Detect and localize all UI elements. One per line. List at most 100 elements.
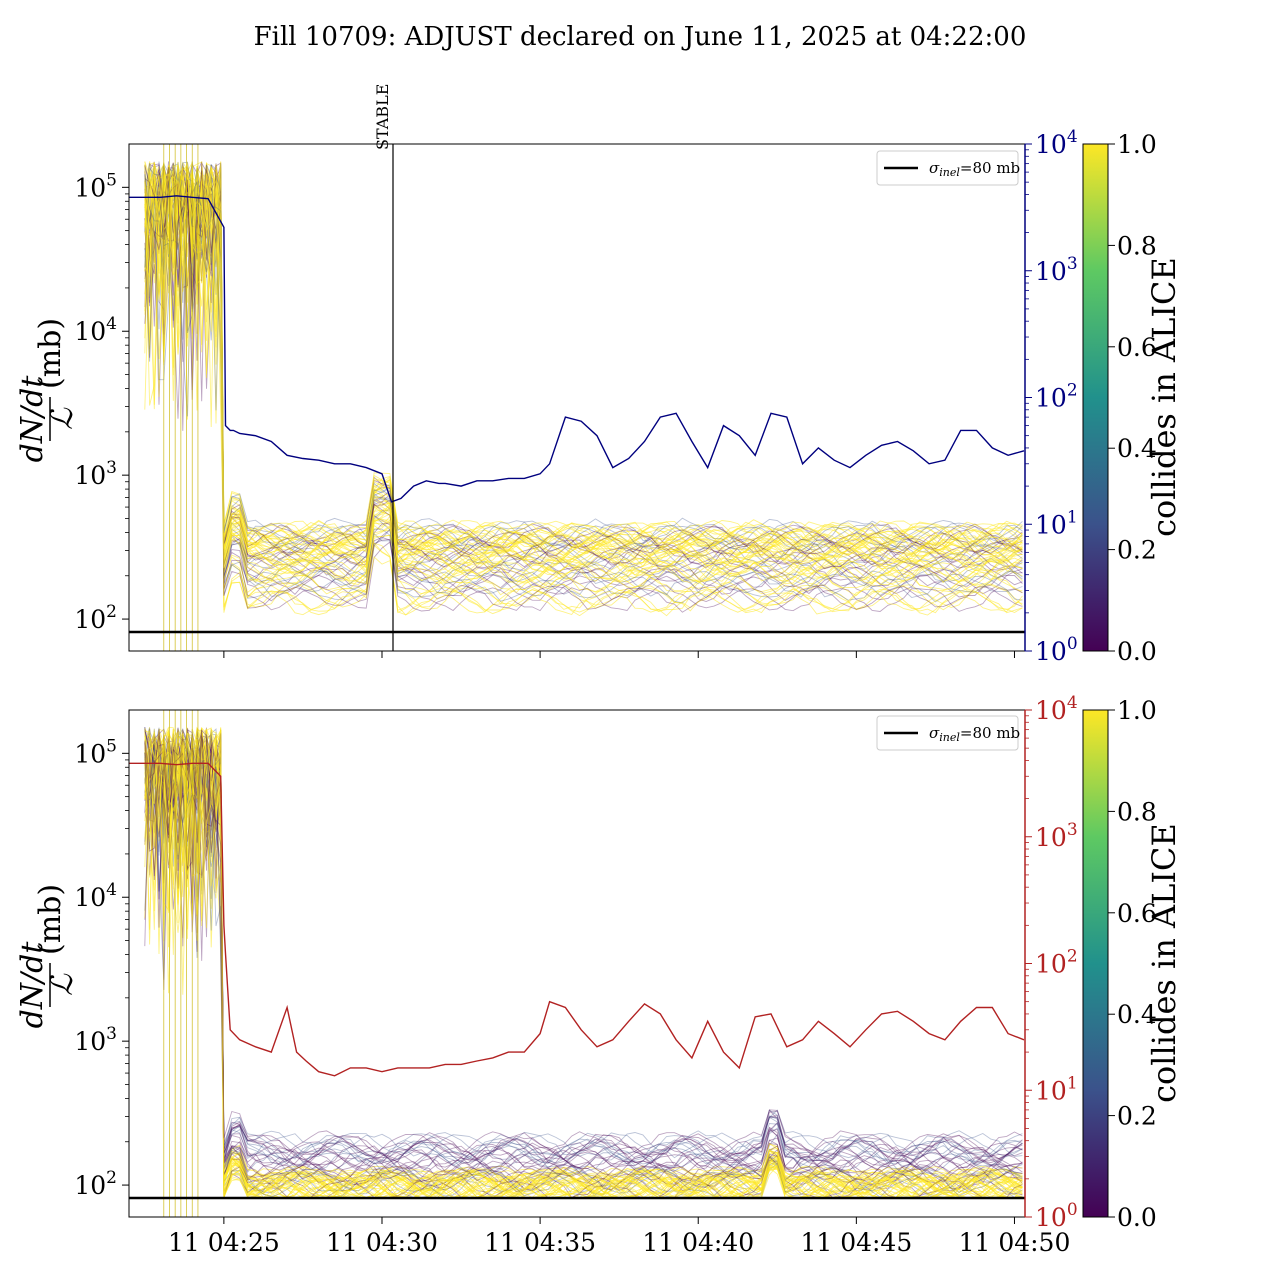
- right-axis-line: [129, 762, 1025, 1077]
- rate-line: [144, 167, 1023, 558]
- rate-line: [144, 727, 1023, 1160]
- colorbar-tick: 0.4: [1108, 1000, 1157, 1029]
- rate-line: [144, 733, 1023, 1198]
- rate-line: [144, 162, 1023, 573]
- rate-line: [144, 734, 1023, 1198]
- right-axis-line: [129, 195, 1025, 503]
- rate-line: [144, 726, 1023, 1194]
- colorbar-tick-label: 0.8: [1117, 231, 1157, 260]
- x-axis: 11 04:25 11 04:30 11 04:35 11 04:40 11 04:45…: [168, 1217, 1070, 1257]
- y2-tick: 104: [1025, 127, 1078, 159]
- y-tick-label: 105: [74, 736, 117, 768]
- rate-line: [144, 162, 1023, 567]
- y2-tick-label: 101: [1035, 1073, 1078, 1105]
- y-tick-label: 104: [74, 314, 117, 346]
- rate-line: [144, 162, 1023, 548]
- rate-line: [144, 164, 1023, 569]
- rate-line: [144, 728, 1023, 1161]
- rate-line: [144, 729, 1023, 1191]
- rate-line: [144, 728, 1023, 1194]
- y2-tick: 101: [1025, 507, 1078, 539]
- rate-line: [144, 161, 1023, 584]
- rate-line: [144, 164, 1023, 585]
- rate-line: [144, 728, 1023, 1174]
- x-tick-label: 11 04:35: [484, 1228, 596, 1257]
- rate-line: [144, 166, 1023, 586]
- rate-line: [144, 729, 1023, 1198]
- y-axis-left: 102 103 104 105: [74, 736, 129, 1200]
- x-tick-label: 11 04:45: [800, 1228, 912, 1257]
- rate-line: [144, 742, 1023, 1194]
- rate-line: [144, 732, 1023, 1167]
- rate-line: [144, 729, 1023, 1198]
- rate-line: [144, 164, 1023, 572]
- rate-bundle: [144, 144, 1023, 651]
- rate-line: [144, 161, 1023, 561]
- rate-line: [144, 177, 1023, 557]
- rate-line: [144, 730, 1023, 1159]
- colorbar-tick: 0.8: [1108, 797, 1157, 826]
- rate-line: [144, 161, 1023, 569]
- right-axis-series: [129, 195, 1025, 503]
- rate-line: [144, 734, 1023, 1198]
- rate-line: [144, 727, 1023, 1197]
- colorbar-label: collides in ALICE: [1145, 257, 1183, 537]
- y-tick-label: 103: [74, 458, 117, 490]
- rate-line: [144, 730, 1023, 1198]
- y-tick: 102: [74, 1168, 129, 1200]
- y2-tick-label: 102: [1035, 947, 1078, 979]
- colorbar-tick: 0.0: [1108, 1203, 1157, 1232]
- x-tick: 11 04:35: [484, 1217, 596, 1257]
- rate-line: [144, 160, 1023, 617]
- y-axis-right: 100 101 102 103 104: [1024, 693, 1078, 1232]
- colorbar-bottom: 0.0 0.2 0.4 0.6 0.8 1.0 collides in ALICE: [1082, 696, 1183, 1232]
- colorbar-tick: 0.4: [1108, 434, 1157, 463]
- rate-line: [144, 161, 1023, 552]
- rate-line: [144, 727, 1023, 1197]
- x-tick-label: 11 04:40: [642, 1228, 754, 1257]
- rate-line: [144, 163, 1023, 548]
- rate-line: [144, 727, 1023, 1193]
- rate-line: [144, 734, 1023, 1198]
- rate-line: [144, 731, 1023, 1199]
- rate-line: [144, 168, 1023, 553]
- legend-box: [876, 150, 1019, 186]
- colorbar-tick: 0.6: [1108, 899, 1157, 928]
- ylabel-num: dN/dt: [15, 375, 50, 463]
- rate-line: [144, 727, 1023, 1176]
- rate-line: [144, 727, 1023, 1160]
- rate-line: [144, 161, 1023, 547]
- rate-line: [144, 167, 1023, 549]
- rate-line: [144, 745, 1023, 1198]
- rate-line: [144, 730, 1023, 1195]
- rate-line: [144, 166, 1023, 579]
- y2-tick-label: 101: [1035, 507, 1078, 539]
- colorbar-tick-label: 0.6: [1117, 333, 1157, 362]
- rate-bundle: [144, 710, 1023, 1217]
- y2-tick-label: 103: [1035, 254, 1078, 286]
- colorbar-gradient: [1082, 143, 1109, 652]
- x-tick: 11 04:40: [642, 1217, 754, 1257]
- colorbar-tick: 0.2: [1108, 1102, 1157, 1131]
- rate-line: [144, 162, 1023, 566]
- rate-line: [144, 728, 1023, 1198]
- rate-line: [144, 171, 1023, 550]
- y-tick-label: 104: [74, 880, 117, 912]
- ylabel-den: ℒ: [45, 407, 80, 430]
- y-tick-label: 102: [74, 602, 117, 634]
- y2-tick: 104: [1025, 693, 1078, 725]
- y-tick: 103: [74, 458, 129, 490]
- x-tick: 11 04:30: [326, 1217, 438, 1257]
- colorbar-top: 0.0 0.2 0.4 0.6 0.8 1.0 collides in ALICE: [1082, 130, 1183, 666]
- rate-line: [144, 165, 1023, 612]
- rate-line: [144, 164, 1023, 563]
- x-tick-label: 11 04:25: [168, 1228, 280, 1257]
- rate-line: [144, 161, 1023, 591]
- ylabel-unit: (mb): [33, 884, 68, 955]
- colorbar-tick-label: 0.0: [1117, 1203, 1157, 1232]
- rate-line: [144, 732, 1023, 1188]
- y2-tick: 100: [1025, 634, 1078, 666]
- rate-line: [144, 730, 1023, 1197]
- colorbar-tick-label: 0.2: [1117, 536, 1157, 565]
- colorbar-tick-label: 0.4: [1117, 1000, 1157, 1029]
